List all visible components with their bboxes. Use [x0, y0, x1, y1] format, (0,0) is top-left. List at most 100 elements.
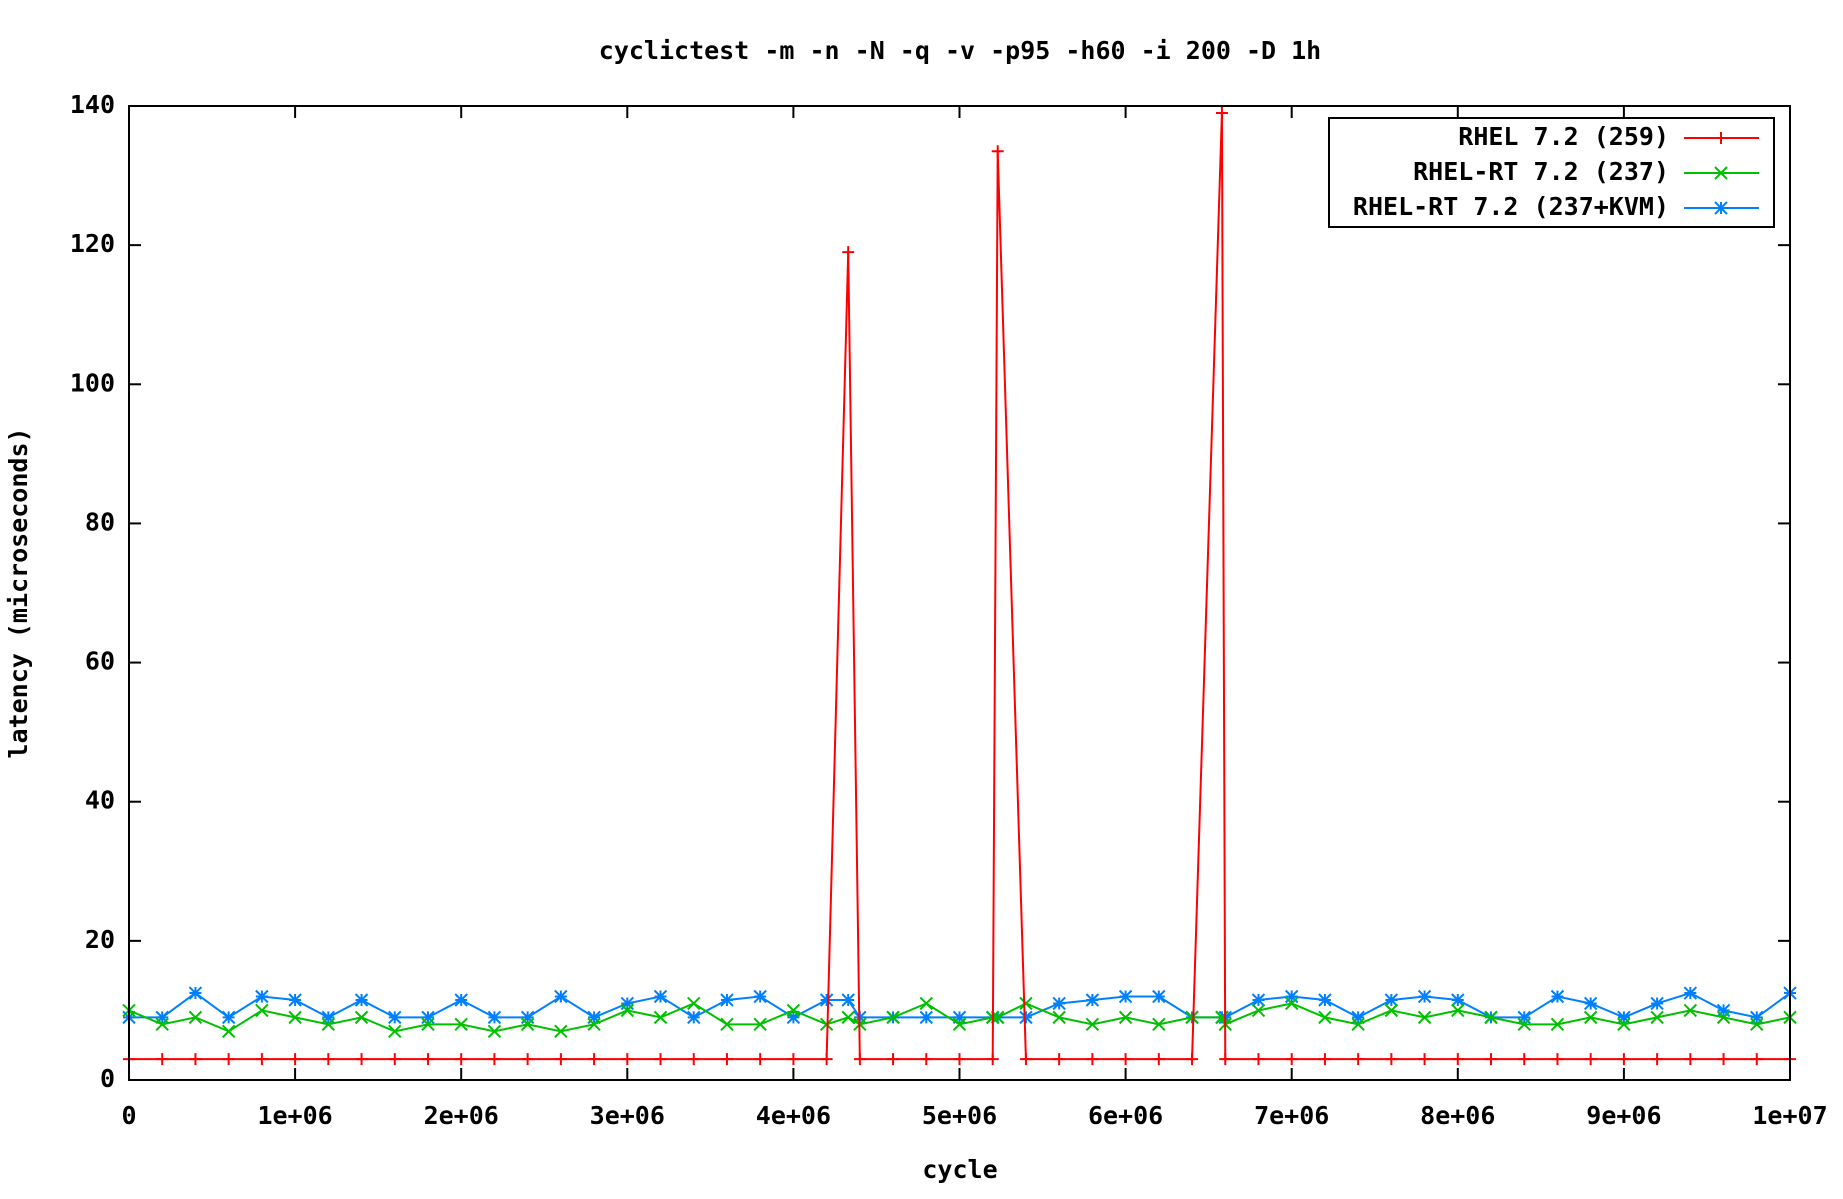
marker	[753, 989, 767, 1004]
marker	[991, 145, 1004, 158]
marker	[753, 1017, 767, 1032]
marker	[1019, 996, 1033, 1011]
y-tick-label: 20	[85, 925, 115, 954]
marker	[1617, 1017, 1631, 1032]
marker	[819, 993, 834, 1007]
marker	[520, 1010, 535, 1025]
marker	[720, 1053, 733, 1066]
marker	[554, 1024, 568, 1039]
marker	[288, 1010, 302, 1025]
x-tick-label: 8e+06	[1420, 1101, 1495, 1130]
marker	[1683, 1003, 1698, 1018]
series-line	[128, 1002, 1791, 1033]
marker	[687, 1053, 700, 1066]
marker	[1717, 1053, 1730, 1066]
marker	[321, 1010, 336, 1025]
marker	[1451, 1053, 1464, 1066]
marker	[654, 1053, 667, 1066]
marker	[1053, 1053, 1066, 1066]
marker	[588, 1053, 601, 1066]
marker	[720, 1017, 734, 1032]
marker	[1650, 1010, 1664, 1025]
marker	[1485, 1053, 1498, 1066]
y-tick-label: 100	[70, 368, 115, 397]
marker	[919, 996, 933, 1011]
marker	[1152, 1017, 1166, 1032]
y-tick-label: 120	[70, 229, 115, 258]
marker	[1085, 993, 1100, 1007]
marker	[1716, 1003, 1731, 1018]
marker	[1617, 1010, 1631, 1025]
marker	[1052, 1010, 1066, 1025]
marker	[1086, 1053, 1099, 1066]
x-tick-label: 5e+06	[922, 1101, 997, 1130]
marker	[1351, 1010, 1365, 1025]
marker	[1251, 1003, 1266, 1018]
marker	[289, 1053, 302, 1066]
marker	[1185, 1010, 1199, 1025]
marker	[1583, 1010, 1598, 1025]
marker	[842, 246, 855, 259]
marker	[887, 1053, 900, 1066]
marker	[1583, 996, 1598, 1011]
y-tick-label: 0	[100, 1064, 115, 1093]
legend-label: RHEL 7.2 (259)	[1458, 122, 1669, 151]
marker	[1550, 989, 1565, 1004]
marker	[653, 1010, 668, 1025]
marker	[388, 1053, 401, 1066]
marker	[354, 993, 369, 1007]
marker	[155, 1010, 169, 1025]
marker	[1384, 993, 1399, 1007]
marker	[1318, 1053, 1331, 1066]
marker	[1085, 1017, 1100, 1032]
marker	[1118, 1010, 1133, 1025]
marker	[520, 1017, 535, 1032]
marker	[1484, 1010, 1498, 1025]
marker	[288, 993, 302, 1007]
x-tick-label: 3e+06	[590, 1101, 665, 1130]
marker	[1119, 1053, 1132, 1066]
marker	[687, 1010, 701, 1025]
marker	[952, 1010, 967, 1025]
legend-label: RHEL-RT 7.2 (237+KVM)	[1353, 192, 1669, 221]
x-tick-label: 4e+06	[756, 1101, 831, 1130]
marker	[786, 1010, 801, 1025]
marker	[189, 1053, 202, 1066]
marker	[454, 993, 468, 1007]
marker	[1284, 989, 1299, 1004]
marker	[421, 1010, 435, 1025]
marker	[841, 993, 855, 1007]
marker	[221, 1024, 236, 1039]
marker	[188, 986, 203, 1000]
marker	[355, 1053, 368, 1066]
marker	[1384, 1003, 1399, 1018]
marker	[1750, 1017, 1764, 1032]
chart-title: cyclictest -m -n -N -q -v -p95 -h60 -i 2…	[599, 36, 1321, 65]
marker	[487, 1024, 502, 1039]
marker	[1417, 1010, 1432, 1025]
marker	[754, 1053, 767, 1066]
marker	[1451, 1003, 1465, 1018]
marker	[221, 1010, 236, 1025]
marker	[255, 989, 269, 1004]
marker	[1019, 1010, 1033, 1025]
marker	[953, 1053, 966, 1066]
marker	[841, 1010, 855, 1025]
x-tick-label: 0	[121, 1101, 136, 1130]
marker	[487, 1010, 502, 1025]
x-tick-label: 1e+07	[1752, 1101, 1827, 1130]
marker	[222, 1053, 235, 1066]
marker	[1517, 1017, 1531, 1032]
marker	[1517, 1010, 1531, 1025]
marker	[1684, 1053, 1697, 1066]
marker	[554, 1053, 567, 1066]
marker	[454, 1017, 468, 1032]
x-axis-label: cycle	[922, 1155, 997, 1184]
marker	[653, 989, 668, 1004]
marker	[455, 1053, 468, 1066]
x-tick-label: 2e+06	[424, 1101, 499, 1130]
y-axis-label: latency (microseconds)	[4, 427, 33, 758]
marker	[919, 1010, 933, 1025]
